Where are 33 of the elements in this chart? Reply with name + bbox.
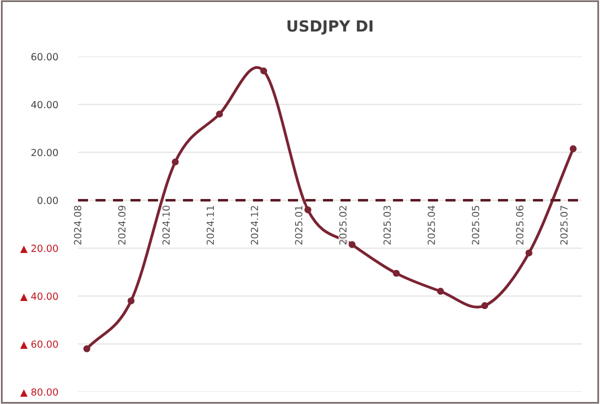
y-tick-label: 20.00 xyxy=(31,148,58,156)
point xyxy=(260,67,268,74)
point xyxy=(437,288,444,295)
x-tick-label: 2024.10 xyxy=(162,206,170,245)
point xyxy=(392,270,400,277)
x-tick-label: 2025.04 xyxy=(428,206,436,245)
point xyxy=(216,110,223,118)
point xyxy=(348,241,356,248)
y-tick-label: ▲ 60.00 xyxy=(20,340,58,349)
x-tick-label: 2025.05 xyxy=(472,206,480,245)
y-tick-label: ▲ 40.00 xyxy=(20,292,58,301)
chart-title: USDJPY DI xyxy=(288,20,372,35)
y-tick-label: 40.00 xyxy=(31,100,58,108)
x-tick-label: 2025.02 xyxy=(339,206,347,245)
point xyxy=(172,158,179,166)
x-tick-label: 2024.08 xyxy=(74,206,82,245)
x-tick-label: 2025.03 xyxy=(383,206,391,245)
x-tick-label: 2024.12 xyxy=(250,206,258,245)
point xyxy=(128,297,135,304)
y-tick-label: ▲ 80.00 xyxy=(20,388,58,397)
x-tick-label: 2025.01 xyxy=(295,206,302,245)
x-tick-label: 2025.06 xyxy=(516,206,524,245)
y-tick-label: 60.00 xyxy=(31,53,58,60)
y-tick-label: ▲ 20.00 xyxy=(20,244,58,254)
x-tick-label: 2024.09 xyxy=(118,206,126,245)
x-tick-label: 2024.11 xyxy=(206,206,214,245)
point xyxy=(525,249,532,256)
y-tick-label: 0.00 xyxy=(38,196,58,204)
point xyxy=(570,145,577,152)
point xyxy=(481,302,488,310)
point xyxy=(304,206,312,214)
x-tick-label: 2025.07 xyxy=(560,206,568,245)
point xyxy=(83,345,90,352)
